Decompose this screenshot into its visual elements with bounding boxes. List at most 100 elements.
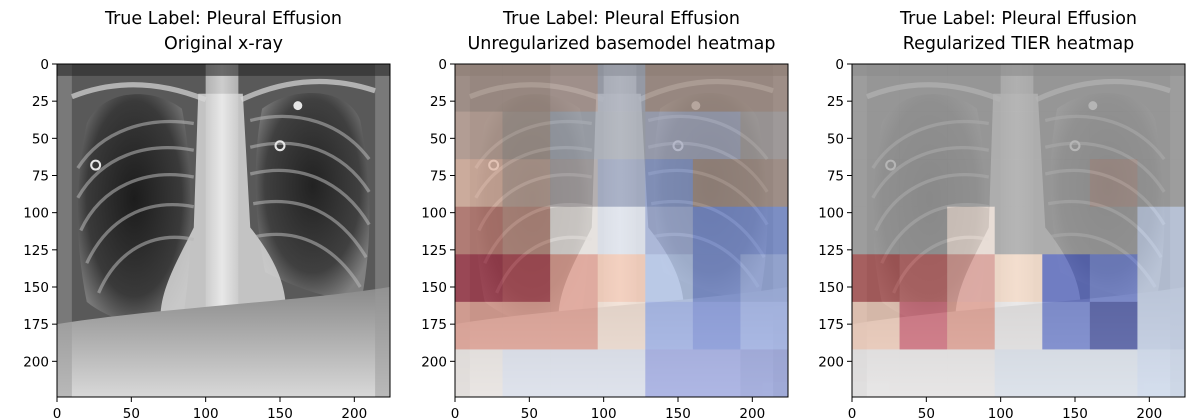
y-tick-label: 150 bbox=[818, 280, 844, 296]
heatmap-cell bbox=[502, 159, 551, 208]
x-tick-label: 200 bbox=[341, 406, 367, 419]
panel-title-line1: True Label: Pleural Effusion bbox=[104, 9, 342, 29]
y-tick-label: 75 bbox=[32, 168, 49, 184]
heatmap-cell bbox=[852, 206, 900, 255]
heatmap-cell bbox=[1137, 254, 1186, 303]
xray-image bbox=[57, 64, 390, 397]
x-tick-label: 0 bbox=[53, 406, 62, 419]
heatmap-cell bbox=[740, 206, 789, 255]
y-tick-label: 200 bbox=[421, 354, 447, 370]
heatmap-cell bbox=[947, 349, 996, 398]
heatmap-cell bbox=[1042, 64, 1091, 112]
heatmap-cell bbox=[1137, 159, 1186, 208]
heatmap-cell bbox=[899, 111, 948, 160]
panel-title-line2: Unregularized basemodel heatmap bbox=[467, 34, 775, 54]
heatmap-cell bbox=[550, 301, 599, 350]
heatmap-cell bbox=[550, 254, 599, 303]
y-tick-label: 100 bbox=[421, 206, 447, 222]
x-tick-label: 200 bbox=[739, 406, 765, 419]
heatmap-cell bbox=[1089, 254, 1138, 303]
heatmap-cell bbox=[1042, 206, 1091, 255]
heatmap-cell bbox=[947, 301, 996, 350]
y-tick-label: 150 bbox=[421, 280, 447, 296]
heatmap-cell bbox=[1042, 159, 1091, 208]
y-tick-label: 100 bbox=[23, 206, 49, 222]
heatmap-cell bbox=[1137, 206, 1186, 255]
heatmap-cell bbox=[692, 254, 741, 303]
x-tick-label: 100 bbox=[591, 406, 617, 419]
y-tick-label: 75 bbox=[827, 168, 844, 184]
y-tick-label: 175 bbox=[23, 317, 49, 333]
heatmap-cell bbox=[994, 206, 1043, 255]
panel-title-line1: True Label: Pleural Effusion bbox=[502, 9, 740, 29]
heatmap-cell bbox=[455, 254, 503, 303]
heatmap-cell bbox=[692, 64, 741, 112]
heatmap-cell bbox=[740, 159, 789, 208]
heatmap-cell bbox=[550, 64, 599, 112]
heatmap-cell bbox=[740, 349, 789, 398]
heatmap-cell bbox=[502, 349, 551, 398]
heatmap-cell bbox=[597, 301, 646, 350]
heatmap-cell bbox=[852, 111, 900, 160]
heatmap-cell bbox=[1042, 301, 1091, 350]
panel-title-line2: Regularized TIER heatmap bbox=[903, 34, 1135, 54]
heatmap-cell bbox=[550, 159, 599, 208]
panel-original-xray: True Label: Pleural Effusion Original x-r… bbox=[23, 9, 391, 419]
heatmap-cell bbox=[502, 206, 551, 255]
x-tick-label: 150 bbox=[267, 406, 293, 419]
heatmap-cell bbox=[740, 64, 789, 112]
heatmap-cell bbox=[597, 206, 646, 255]
y-tick-label: 0 bbox=[835, 57, 844, 73]
y-tick-label: 125 bbox=[818, 243, 844, 259]
y-tick-label: 25 bbox=[32, 94, 49, 110]
heatmap-cell bbox=[645, 159, 694, 208]
x-tick-label: 50 bbox=[521, 406, 538, 419]
heatmap-cell bbox=[692, 301, 741, 350]
y-tick-label: 50 bbox=[430, 131, 447, 147]
x-tick-label: 0 bbox=[451, 406, 460, 419]
heatmap-cell bbox=[597, 64, 646, 112]
heatmap-cell bbox=[899, 206, 948, 255]
heatmap-cell bbox=[899, 349, 948, 398]
y-tick-label: 175 bbox=[421, 317, 447, 333]
heatmap-cell bbox=[994, 111, 1043, 160]
heatmap-cell bbox=[852, 64, 900, 112]
y-tick-label: 0 bbox=[40, 57, 49, 73]
x-tick-label: 0 bbox=[848, 406, 857, 419]
heatmap-cell bbox=[692, 206, 741, 255]
heatmap-cell bbox=[1137, 64, 1186, 112]
heatmap-cell bbox=[692, 349, 741, 398]
heatmap-cell bbox=[550, 111, 599, 160]
heatmap-cell bbox=[645, 349, 694, 398]
heatmap-cell bbox=[692, 159, 741, 208]
heatmap-cell bbox=[455, 349, 503, 398]
heatmap-cell bbox=[550, 349, 599, 398]
heatmap-cell bbox=[1042, 349, 1091, 398]
heatmap-cell bbox=[852, 349, 900, 398]
y-tick-label: 200 bbox=[818, 354, 844, 370]
heatmap-cell bbox=[740, 301, 789, 350]
heatmap-cell bbox=[645, 206, 694, 255]
heatmap-cell bbox=[899, 254, 948, 303]
heatmap-cell bbox=[597, 349, 646, 398]
heatmap-cell bbox=[692, 111, 741, 160]
heatmap-cell bbox=[1089, 64, 1138, 112]
y-tick-label: 125 bbox=[23, 243, 49, 259]
heatmap-cell bbox=[645, 64, 694, 112]
heatmap-cell bbox=[1089, 159, 1138, 208]
heatmap-cell bbox=[597, 111, 646, 160]
heatmap-cell bbox=[994, 254, 1043, 303]
heatmap-cell bbox=[852, 301, 900, 350]
y-tick-label: 75 bbox=[430, 168, 447, 184]
heatmap-cell bbox=[994, 159, 1043, 208]
axes-frame bbox=[454, 63, 789, 398]
y-tick-label: 0 bbox=[438, 57, 447, 73]
heatmap-cell bbox=[1089, 111, 1138, 160]
heatmap-overlay bbox=[852, 64, 1186, 398]
x-tick-label: 150 bbox=[665, 406, 691, 419]
y-tick-label: 50 bbox=[32, 131, 49, 147]
panel-unregularized-heatmap: True Label: Pleural Effusion Unregularize… bbox=[421, 9, 789, 419]
heatmap-cell bbox=[645, 111, 694, 160]
heatmap-cell bbox=[597, 254, 646, 303]
